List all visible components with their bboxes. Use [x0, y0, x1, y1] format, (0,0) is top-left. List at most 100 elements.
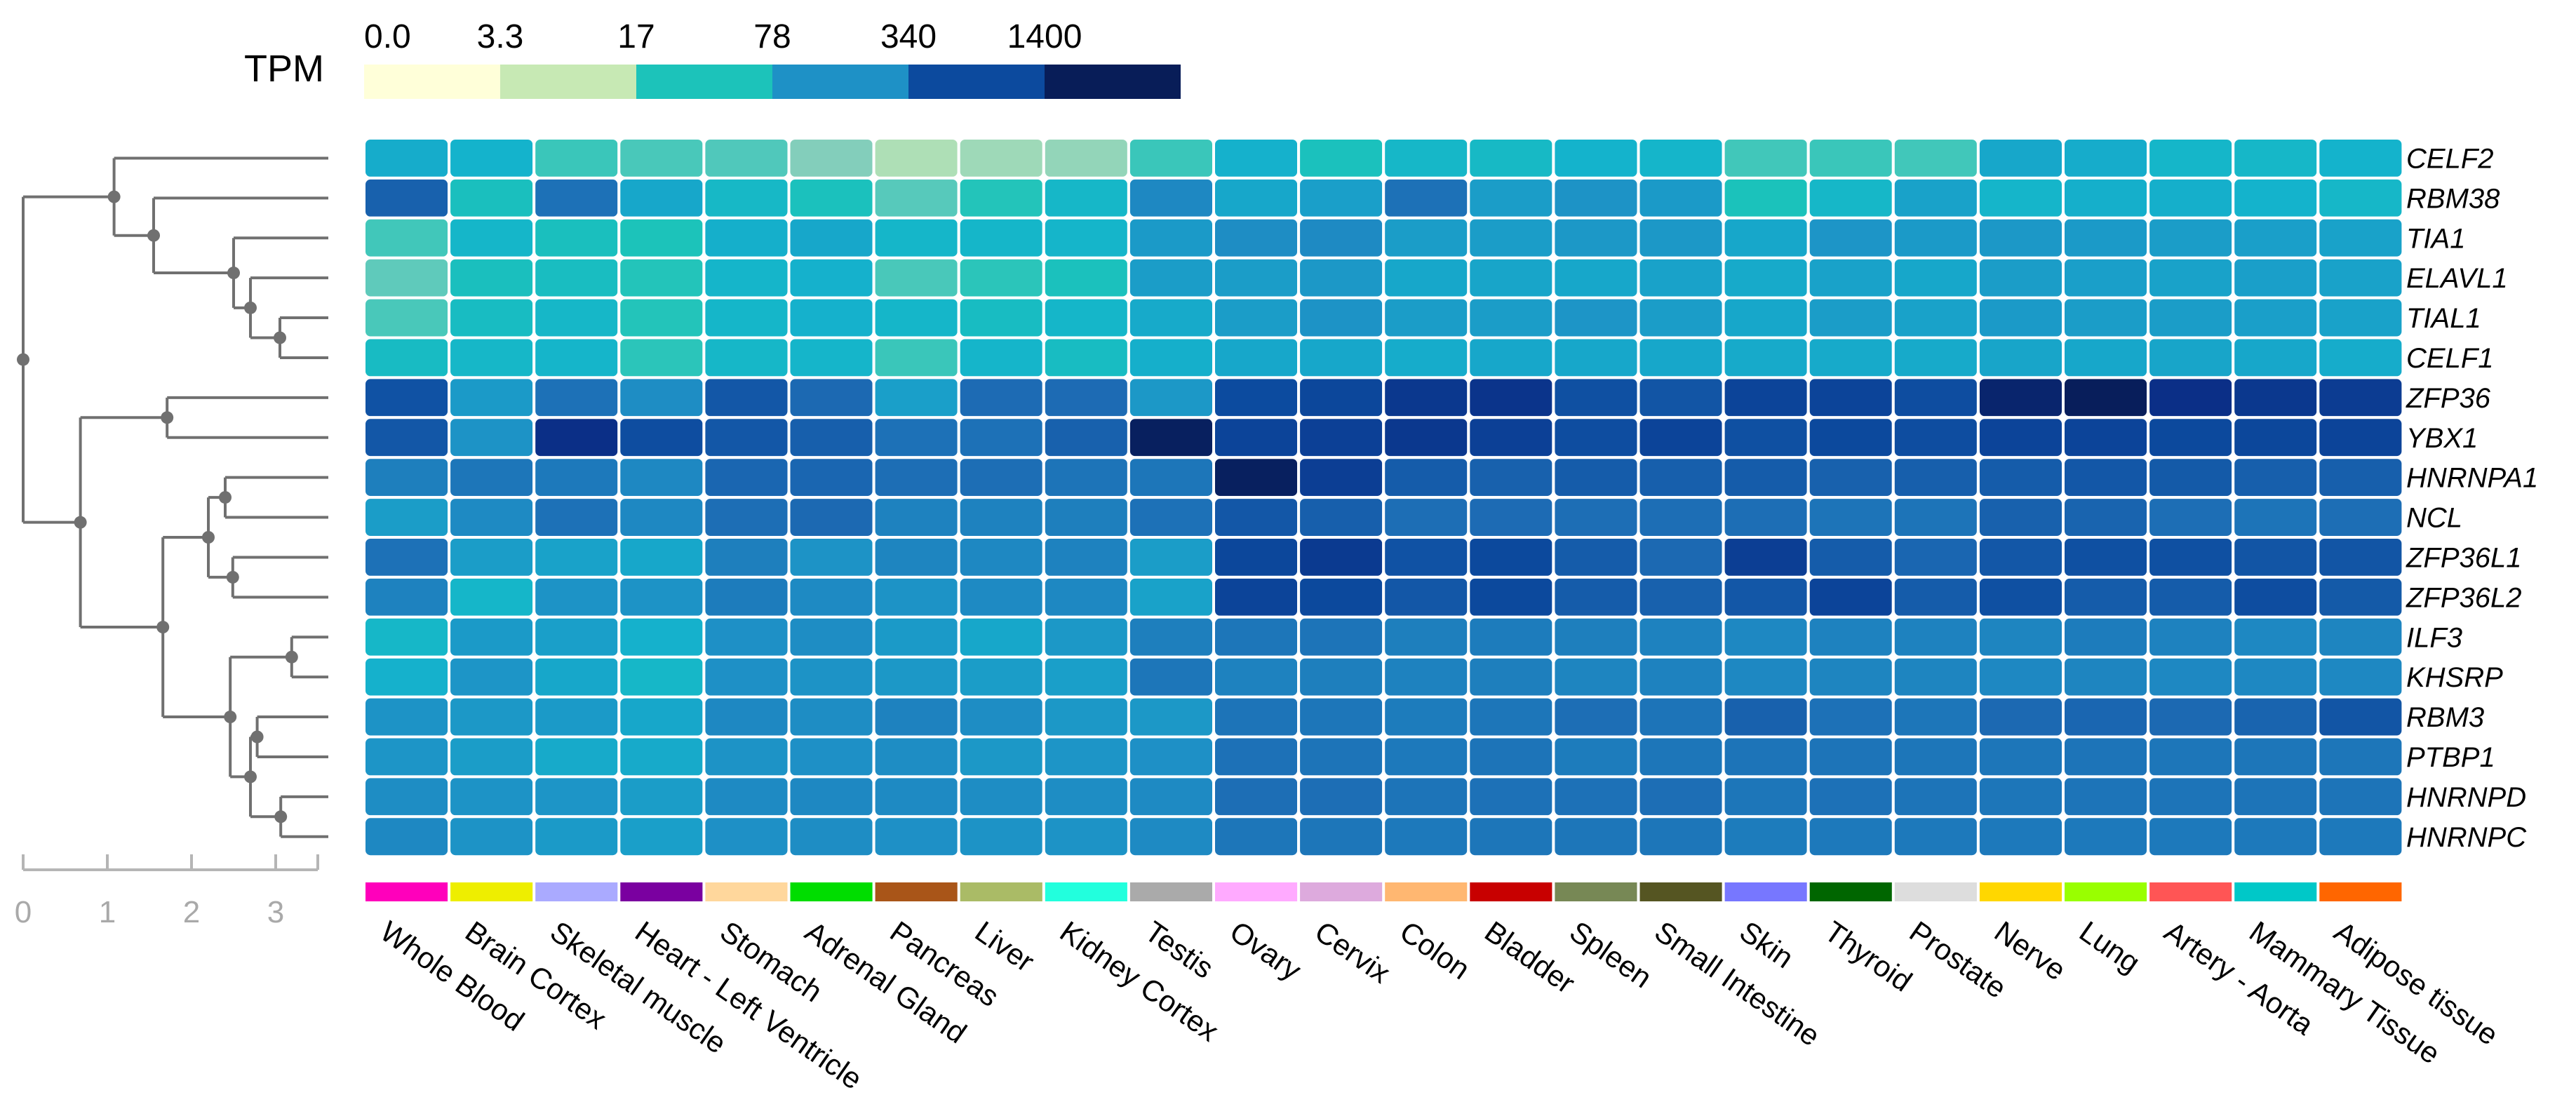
cell-hnrnpd-mammary-tissue — [2232, 775, 2320, 819]
cell-zfp36l2-ovary — [1212, 575, 1301, 619]
cell-hnrnpa1-adipose-tissue — [2316, 456, 2405, 499]
cell-hnrnpa1-thyroid — [1806, 456, 1895, 499]
cell-khsrp-whole-blood — [363, 655, 451, 699]
tissue-swatch-brain-cortex — [450, 882, 533, 901]
cell-hnrnpd-thyroid — [1806, 775, 1895, 819]
cell-ybx1-testis — [1127, 416, 1216, 459]
cell-ilf3-brain-cortex — [448, 615, 536, 659]
cell-ybx1-bladder — [1467, 416, 1555, 459]
axis-tick-label-3: 3 — [267, 895, 284, 929]
cell-elavl1-skeletal-muscle — [532, 256, 621, 300]
cell-ilf3-nerve — [1976, 615, 2065, 659]
gene-label-ilf3: ILF3 — [2406, 622, 2462, 653]
cell-celf2-thyroid — [1806, 137, 1895, 180]
cell-celf1-kidney-cortex — [1042, 336, 1130, 379]
cell-ybx1-whole-blood — [363, 416, 451, 459]
cell-rbm38-pancreas — [872, 176, 960, 220]
cell-hnrnpd-lung — [2062, 775, 2150, 819]
cell-elavl1-brain-cortex — [448, 256, 536, 300]
cell-zfp36l1-heart-left-ventricle — [617, 536, 706, 579]
cell-elavl1-small-intestine — [1637, 256, 1725, 300]
cell-tia1-whole-blood — [363, 216, 451, 260]
cell-ptbp1-nerve — [1976, 735, 2065, 779]
cell-rbm3-thyroid — [1806, 695, 1895, 739]
cell-ptbp1-cervix — [1297, 735, 1386, 779]
cell-hnrnpd-bladder — [1467, 775, 1555, 819]
cell-hnrnpd-stomach — [702, 775, 791, 819]
gene-label-ncl: NCL — [2406, 503, 2462, 534]
cell-ncl-nerve — [1976, 496, 2065, 539]
cell-hnrnpd-nerve — [1976, 775, 2065, 819]
cell-tia1-spleen — [1552, 216, 1640, 260]
cell-ybx1-thyroid — [1806, 416, 1895, 459]
cell-celf1-whole-blood — [363, 336, 451, 379]
cell-celf1-testis — [1127, 336, 1216, 379]
legend-swatch-3 — [772, 65, 908, 99]
cell-ilf3-cervix — [1297, 615, 1386, 659]
cell-hnrnpd-colon — [1382, 775, 1470, 819]
cell-rbm3-whole-blood — [363, 695, 451, 739]
cell-rbm3-artery-aorta — [2147, 695, 2235, 739]
cell-zfp36l1-whole-blood — [363, 536, 451, 579]
cell-khsrp-ovary — [1212, 655, 1301, 699]
cell-zfp36l1-adipose-tissue — [2316, 536, 2405, 579]
cell-rbm3-colon — [1382, 695, 1470, 739]
cell-zfp36l1-cervix — [1297, 536, 1386, 579]
cell-zfp36-nerve — [1976, 376, 2065, 419]
cell-hnrnpc-brain-cortex — [448, 815, 536, 859]
tissue-swatch-liver — [960, 882, 1042, 901]
gene-label-hnrnpc: HNRNPC — [2406, 822, 2527, 853]
tissue-label-thyroid: Thyroid — [1819, 915, 1919, 998]
cell-zfp36-spleen — [1552, 376, 1640, 419]
cell-khsrp-nerve — [1976, 655, 2065, 699]
cell-zfp36l2-colon — [1382, 575, 1470, 619]
cell-zfp36l2-skeletal-muscle — [532, 575, 621, 619]
cell-tial1-spleen — [1552, 296, 1640, 339]
cell-zfp36-bladder — [1467, 376, 1555, 419]
tissue-swatch-cervix — [1300, 882, 1383, 901]
cell-elavl1-stomach — [702, 256, 791, 300]
gene-label-zfp36l2: ZFP36L2 — [2406, 582, 2522, 613]
cell-tial1-adrenal-gland — [787, 296, 876, 339]
cell-hnrnpa1-ovary — [1212, 456, 1301, 499]
cell-celf1-skeletal-muscle — [532, 336, 621, 379]
cell-zfp36l2-spleen — [1552, 575, 1640, 619]
cell-elavl1-artery-aorta — [2147, 256, 2235, 300]
cell-rbm3-kidney-cortex — [1042, 695, 1130, 739]
cell-tial1-lung — [2062, 296, 2150, 339]
cell-tial1-liver — [957, 296, 1045, 339]
cell-khsrp-brain-cortex — [448, 655, 536, 699]
cell-elavl1-thyroid — [1806, 256, 1895, 300]
cell-hnrnpc-adipose-tissue — [2316, 815, 2405, 859]
cell-rbm38-adipose-tissue — [2316, 176, 2405, 220]
cell-zfp36l1-brain-cortex — [448, 536, 536, 579]
cell-zfp36-prostate — [1891, 376, 1980, 419]
tissue-swatch-spleen — [1555, 882, 1637, 901]
gene-label-khsrp: KHSRP — [2406, 662, 2503, 693]
cell-hnrnpa1-skin — [1722, 456, 1810, 499]
cell-ptbp1-skin — [1722, 735, 1810, 779]
cell-tia1-adipose-tissue — [2316, 216, 2405, 260]
cell-rbm3-ovary — [1212, 695, 1301, 739]
cell-hnrnpa1-pancreas — [872, 456, 960, 499]
dendrogram-axis: 0 1 2 3 — [15, 854, 319, 929]
cell-zfp36-testis — [1127, 376, 1216, 419]
cell-khsrp-cervix — [1297, 655, 1386, 699]
cell-rbm3-heart-left-ventricle — [617, 695, 706, 739]
cell-celf1-mammary-tissue — [2232, 336, 2320, 379]
cell-celf1-cervix — [1297, 336, 1386, 379]
tissue-label-whole-blood: Whole Blood — [375, 915, 530, 1037]
cell-hnrnpc-heart-left-ventricle — [617, 815, 706, 859]
cell-tia1-kidney-cortex — [1042, 216, 1130, 260]
cell-ilf3-spleen — [1552, 615, 1640, 659]
legend-swatch-1 — [500, 65, 636, 99]
cell-zfp36-whole-blood — [363, 376, 451, 419]
cell-hnrnpc-testis — [1127, 815, 1216, 859]
cell-zfp36l1-pancreas — [872, 536, 960, 579]
gene-label-hnrnpa1: HNRNPA1 — [2406, 463, 2538, 494]
cell-tia1-skeletal-muscle — [532, 216, 621, 260]
cell-celf2-whole-blood — [363, 137, 451, 180]
cell-celf2-adipose-tissue — [2316, 137, 2405, 180]
cell-ptbp1-liver — [957, 735, 1045, 779]
cell-zfp36l2-lung — [2062, 575, 2150, 619]
